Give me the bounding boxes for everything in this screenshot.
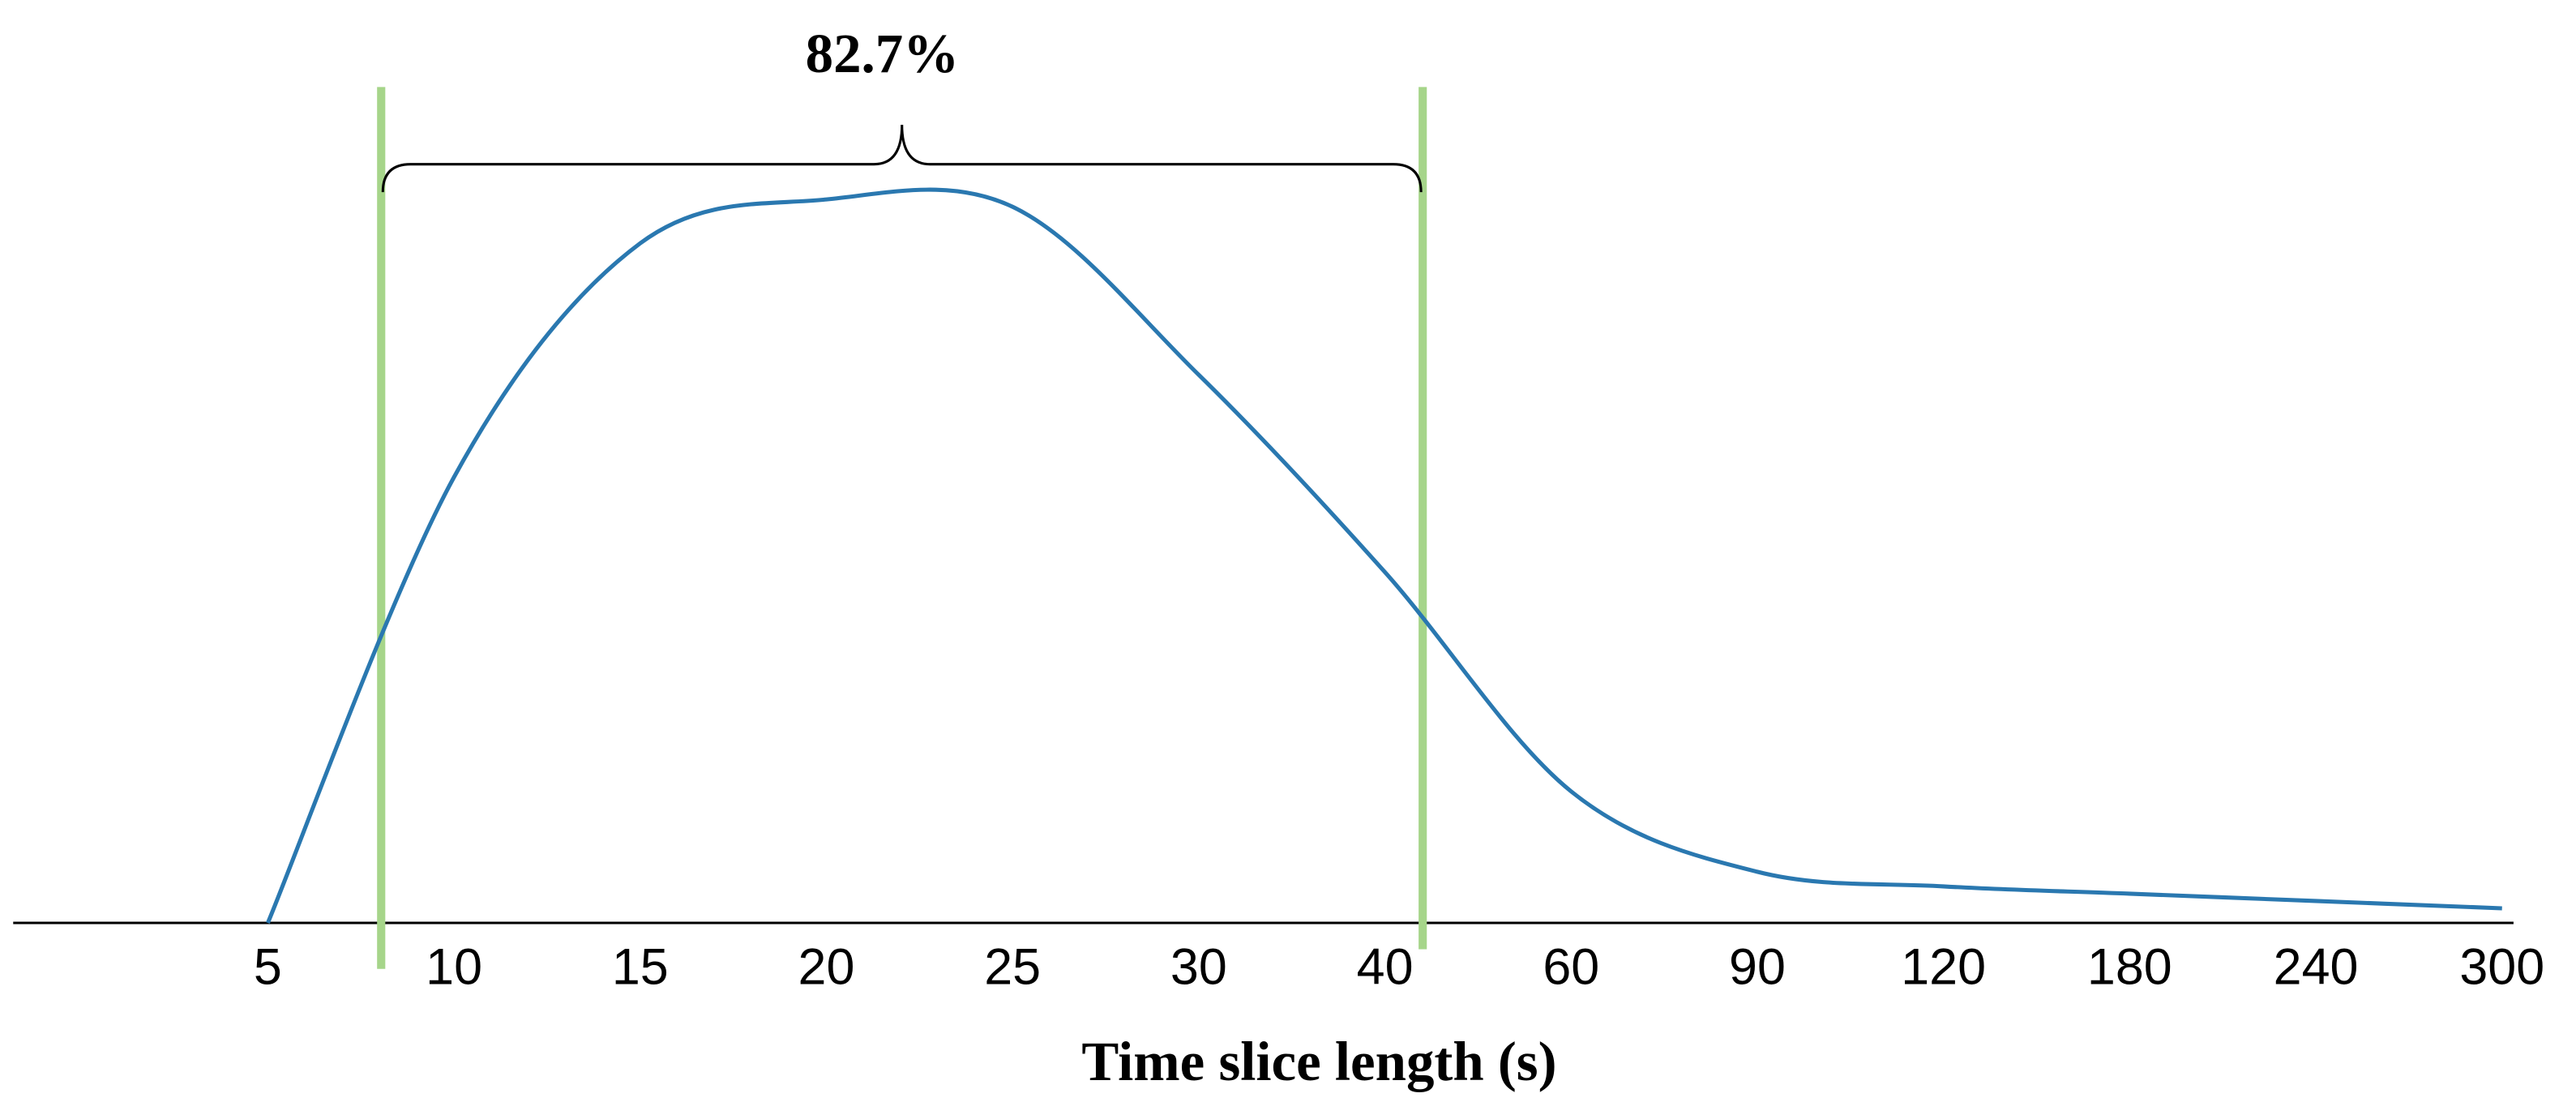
x-tick-label: 240 [2274,938,2359,995]
x-tick-label: 40 [1357,938,1414,995]
x-tick-label: 90 [1729,938,1786,995]
x-tick-label: 10 [426,938,482,995]
x-tick-label: 60 [1543,938,1599,995]
x-tick-label: 120 [1901,938,1986,995]
annotation: 82.7% [806,23,959,84]
x-tick-label: 20 [798,938,855,995]
x-axis-label: Time slice length (s) [1081,1031,1556,1092]
x-tick-label: 15 [612,938,669,995]
x-tick-label: 300 [2459,938,2544,995]
x-tick-label: 180 [2087,938,2172,995]
x-tick-label: 30 [1170,938,1227,995]
x-tick-label: 5 [254,938,282,995]
brace [381,125,1423,193]
x-tick-label: 25 [984,938,1041,995]
line [266,187,2502,924]
